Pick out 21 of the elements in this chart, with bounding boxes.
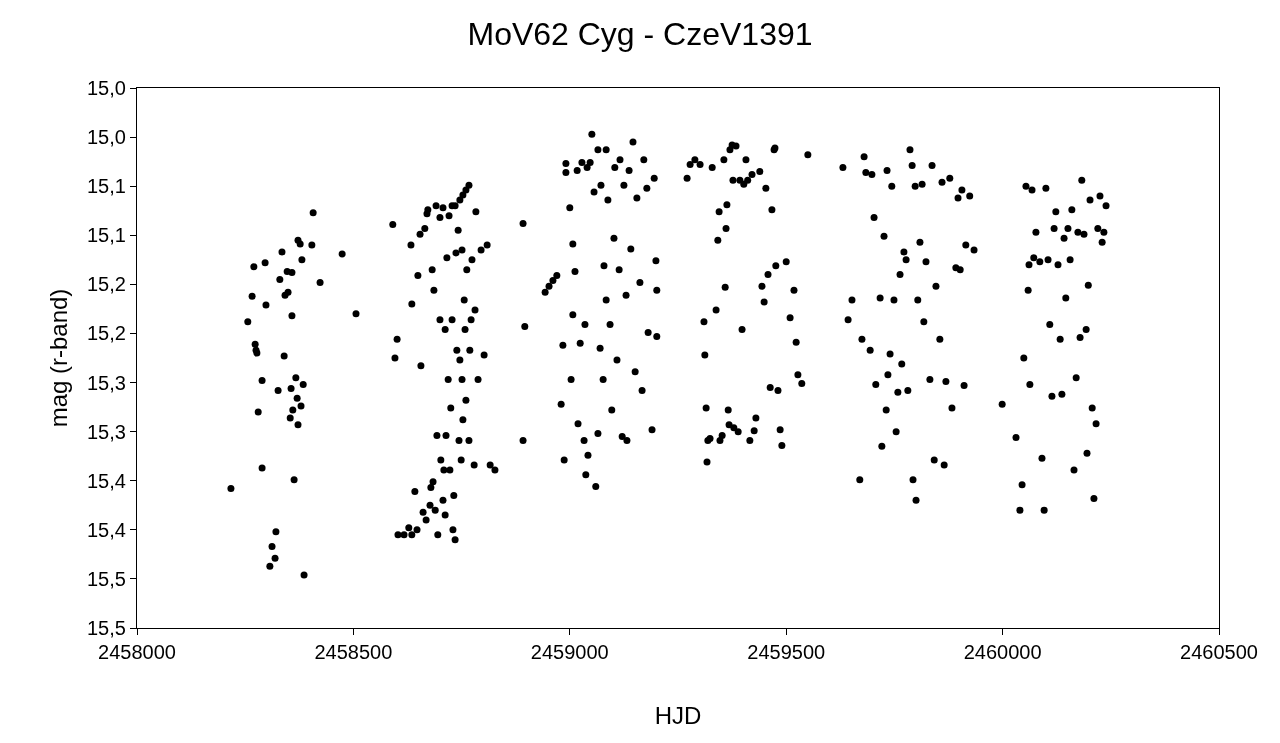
y-tick-label: 15,2 bbox=[86, 322, 126, 345]
y-tick-label: 15,1 bbox=[86, 224, 126, 247]
y-tick-label: 15,3 bbox=[86, 371, 126, 394]
y-tick-label: 15,0 bbox=[86, 126, 126, 149]
y-axis-title: mag (r-band) bbox=[45, 288, 73, 428]
x-tick-label: 2458000 bbox=[98, 641, 176, 664]
y-tick-label: 15,4 bbox=[86, 469, 126, 492]
chart-title: MoV62 Cyg - CzeV1391 bbox=[467, 15, 813, 52]
x-tick-label: 2458500 bbox=[314, 641, 393, 664]
y-tick-label: 15,5 bbox=[86, 567, 126, 590]
x-tick-label: 2459500 bbox=[747, 641, 826, 664]
x-tick-label: 2459000 bbox=[530, 641, 609, 664]
y-tick-label: 15,4 bbox=[86, 518, 126, 541]
y-tick-label: 15,5 bbox=[86, 617, 126, 639]
y-tick-label: 15,3 bbox=[86, 420, 126, 443]
y-tick-label: 15,2 bbox=[86, 273, 126, 296]
x-axis-title: HJD bbox=[654, 702, 702, 730]
x-tick-label: 2460500 bbox=[1180, 641, 1258, 664]
y-tick-label: 15,0 bbox=[86, 77, 126, 99]
x-tick-label: 2460000 bbox=[963, 641, 1042, 664]
y-tick-label: 15,1 bbox=[86, 175, 126, 198]
